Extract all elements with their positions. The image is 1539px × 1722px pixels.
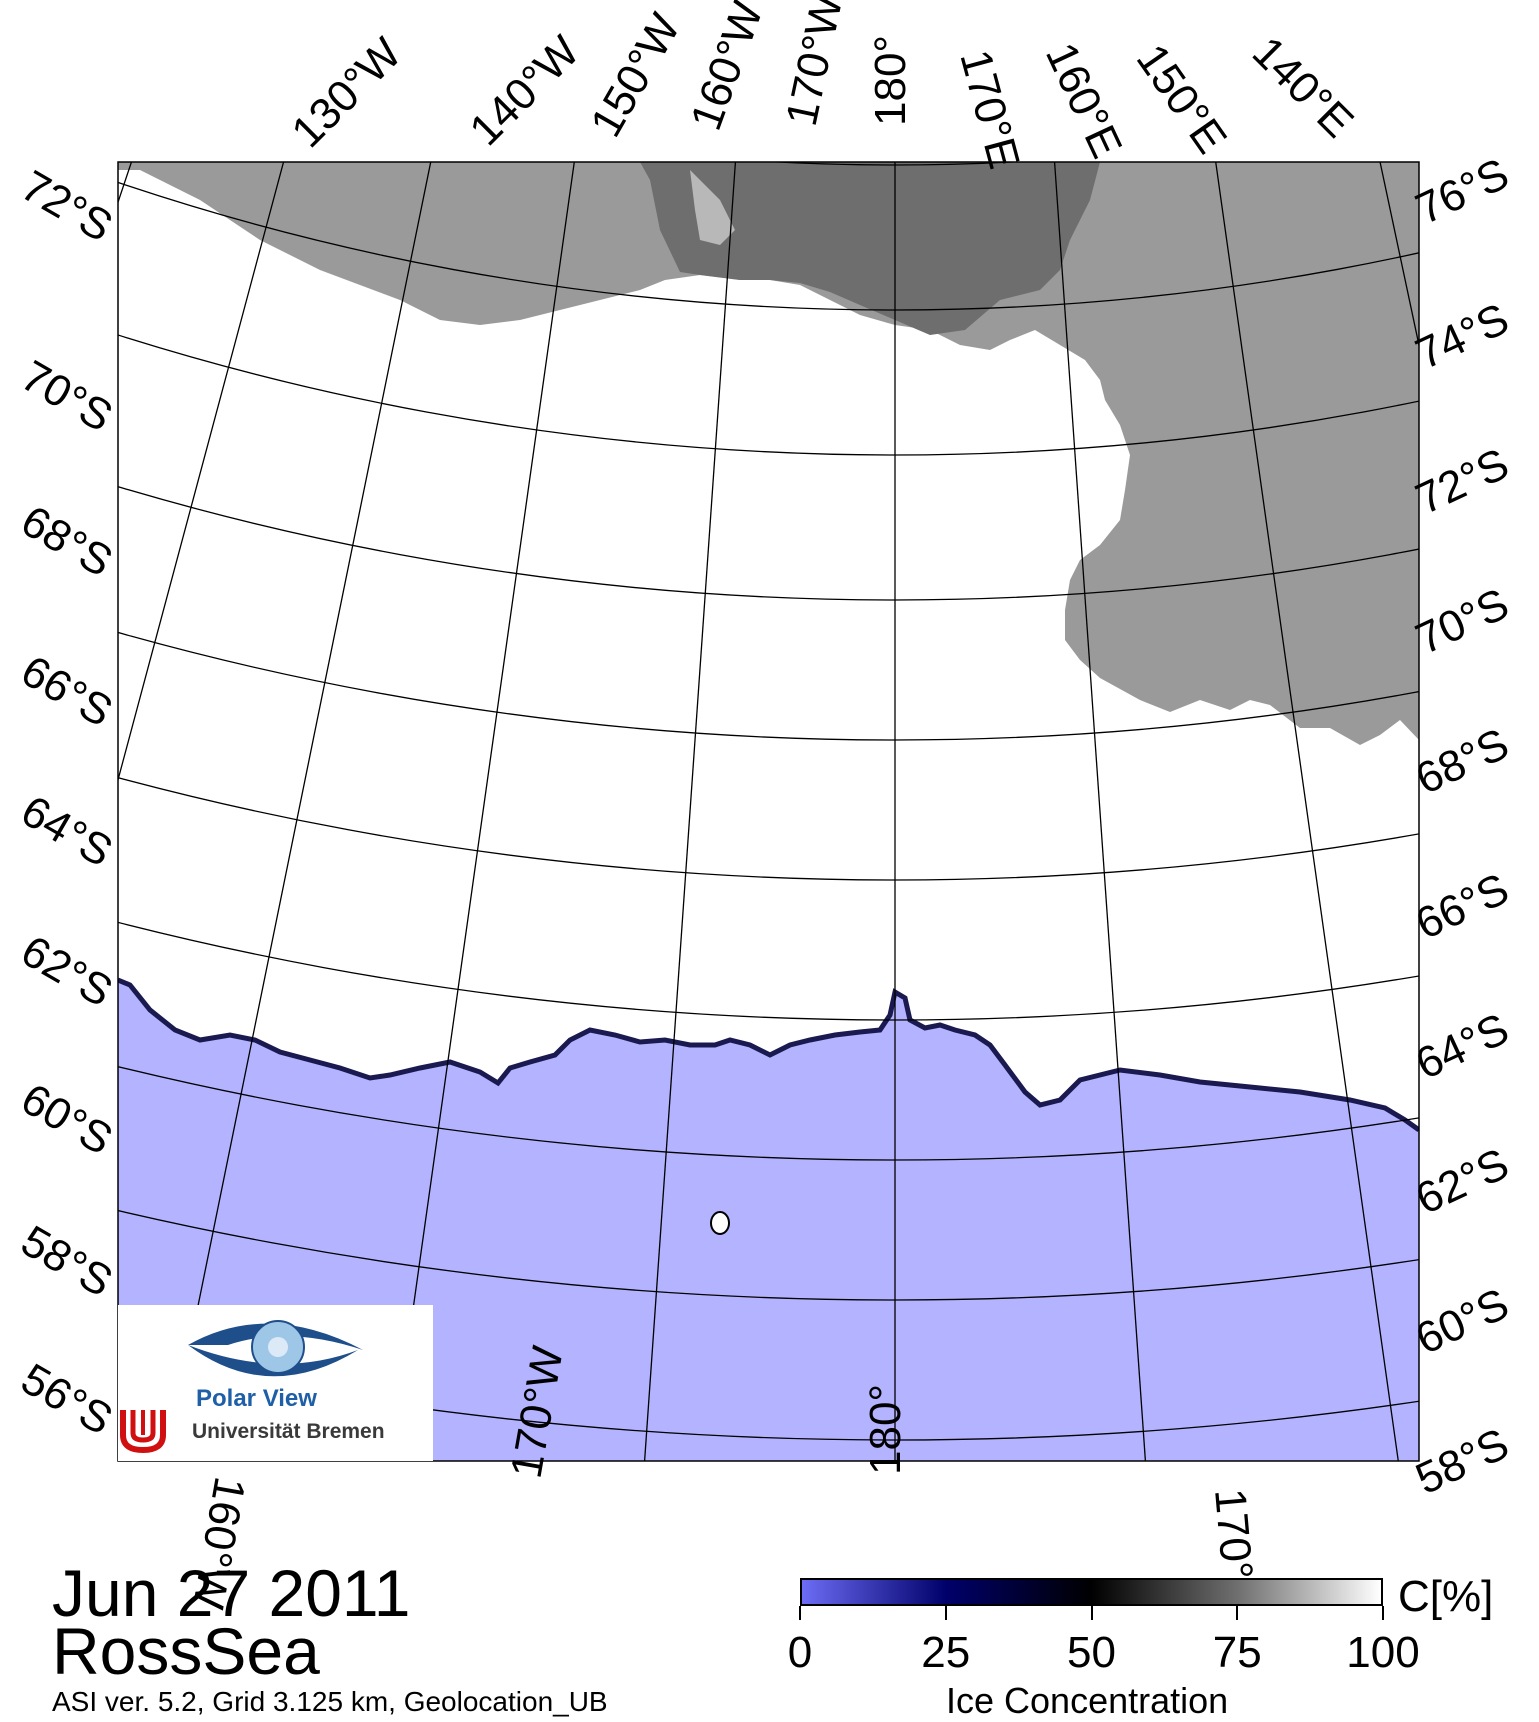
colorbar-tick-label: 75 (1212, 1628, 1262, 1677)
right-latitude-label: 60°S (1409, 1279, 1517, 1364)
iceberg-patch (710, 1211, 730, 1235)
colorbar-tick-mark (1382, 1606, 1384, 1620)
right-latitude-label: 62°S (1409, 1139, 1517, 1224)
ice-edge-line (118, 977, 1419, 1133)
right-latitude-label: 74°S (1409, 294, 1517, 379)
right-latitude-label: 72°S (1409, 439, 1517, 524)
bottom-meridian-label: 180° (861, 1384, 910, 1475)
right-latitude-label: 66°S (1409, 864, 1517, 949)
land-region (118, 162, 1419, 745)
logo-university-text: Universität Bremen (192, 1420, 385, 1443)
top-meridian-label: 160°E (1036, 36, 1131, 166)
colorbar-tick-mark (799, 1606, 801, 1620)
meridian-line (1379, 162, 1419, 349)
colorbar-title: Ice Concentration (946, 1680, 1229, 1721)
right-latitude-label: 70°S (1409, 579, 1517, 664)
colorbar (800, 1578, 1383, 1606)
right-latitude-label: 64°S (1409, 1004, 1517, 1089)
left-latitude-label: 72°S (13, 161, 121, 251)
colorbar-unit: C[%] (1398, 1572, 1494, 1621)
left-latitude-label: 58°S (13, 1216, 121, 1306)
left-latitude-label: 66°S (13, 646, 121, 736)
top-meridian-label: 150°W (581, 5, 690, 145)
colorbar-tick-label: 100 (1346, 1628, 1420, 1677)
map-frame (117, 161, 1420, 1462)
top-meridian-label: 140°W (460, 26, 589, 155)
top-meridian-label: 180° (866, 35, 915, 126)
left-latitude-label: 68°S (13, 496, 121, 586)
left-latitude-label: 60°S (13, 1074, 121, 1164)
bottom-meridian-label: 170° (1205, 1487, 1262, 1582)
left-latitude-label: 62°S (13, 926, 121, 1016)
university-logo-icon (120, 1410, 166, 1454)
colorbar-tick-mark (1236, 1606, 1239, 1620)
top-meridian-label: 130°W (282, 28, 411, 157)
meridian-line (118, 162, 285, 783)
colorbar-tick-mark (1090, 1606, 1093, 1620)
right-latitude-label: 76°S (1409, 149, 1517, 234)
colorbar-tick-label: 0 (787, 1628, 813, 1677)
meridian-line (1053, 162, 1147, 1461)
sea-ice-region (118, 162, 1419, 1130)
eye-icon (188, 1320, 363, 1377)
meridian-line (1215, 162, 1399, 1461)
top-meridian-label: 160°W (681, 0, 773, 136)
meridian-line (1501, 0, 1539, 1629)
top-meridian-label: 170°E (950, 45, 1028, 174)
left-latitude-label: 64°S (13, 786, 121, 876)
colorbar-tick-label: 25 (921, 1628, 971, 1677)
region-name: RossSea (52, 1614, 320, 1688)
meridian-line (391, 162, 575, 1461)
map-date: Jun 27 2011 (52, 1556, 411, 1630)
ice-shelf-region (640, 162, 1100, 335)
shelf-light-patch (690, 170, 735, 245)
left-latitude-label: 70°S (13, 351, 121, 441)
polar-view-logo: Polar View Universität Bremen (118, 1305, 433, 1461)
top-meridian-label: 140°E (1243, 27, 1363, 147)
footnote: ASI ver. 5.2, Grid 3.125 km, Geolocation… (52, 1686, 608, 1717)
right-latitude-label: 68°S (1409, 719, 1517, 804)
left-latitude-label: 56°S (13, 1354, 121, 1444)
top-meridian-label: 150°E (1127, 36, 1236, 163)
meridian-line (643, 162, 737, 1461)
top-meridian-label: 170°W (777, 0, 853, 130)
colorbar-tick-mark (944, 1606, 947, 1620)
logo-polar-view-text: Polar View (196, 1385, 317, 1412)
colorbar-tick-label: 50 (1067, 1628, 1116, 1677)
right-latitude-label: 58°S (1409, 1419, 1517, 1504)
